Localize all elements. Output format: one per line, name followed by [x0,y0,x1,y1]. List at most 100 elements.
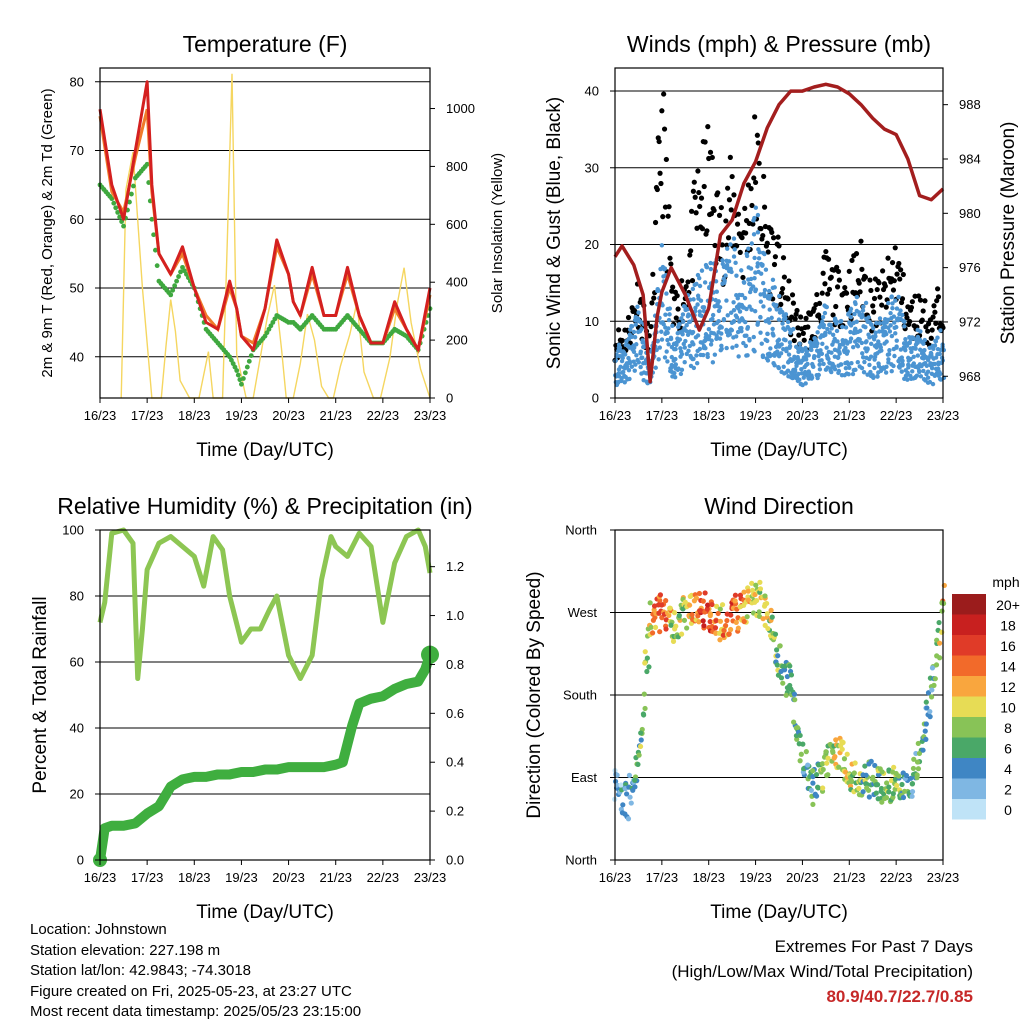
direction-point [641,712,647,718]
sonic-wind-point [739,316,745,321]
sonic-wind-point [660,303,665,308]
direction-point [890,790,896,797]
sonic-wind-point [863,300,869,306]
sonic-wind-point [835,354,841,360]
gust-point [909,299,915,305]
gust-point [897,276,903,282]
direction-point [625,816,632,822]
sonic-wind-point [719,343,724,349]
sonic-wind-point [903,347,908,353]
sonic-wind-point [733,260,738,266]
direction-point [937,655,943,661]
y-tick-label: 40 [70,721,84,736]
gust-point [750,221,756,227]
legend-swatch [952,655,986,676]
sonic-wind-point [853,326,858,331]
gust-point [654,186,660,193]
gust-point [871,295,878,302]
direction-point [820,785,826,791]
legend-label: 8 [1004,720,1012,736]
legend-swatch [952,799,986,820]
direction-point [632,784,638,790]
gust-point [828,274,834,280]
sonic-wind-point [734,343,739,349]
sonic-wind-point [797,341,802,347]
direction-point [839,746,845,752]
sonic-wind-point [777,293,782,299]
gust-point [876,280,882,286]
sonic-wind-point [757,249,762,255]
sonic-wind-point [780,321,785,326]
sonic-wind-point [659,337,665,342]
direction-point [668,622,674,628]
gust-point [896,260,902,267]
sonic-wind-point [765,358,771,363]
x-tick-label: 19/23 [225,870,258,885]
gust-point [904,315,910,321]
sonic-wind-point [734,315,740,320]
direction-point [909,793,915,799]
direction-point [819,761,826,767]
sonic-wind-point [691,365,697,371]
gust-point [776,243,782,249]
sonic-wind-point [873,330,878,335]
direction-point [836,764,842,770]
sonic-wind-point [914,373,920,378]
sonic-wind-point [617,345,623,350]
sonic-wind-point [725,246,730,251]
sonic-wind-point [683,338,688,344]
sonic-wind-point [743,319,748,325]
legend-label: 20+ [996,597,1020,613]
direction-point [775,653,781,659]
direction-point [886,784,892,790]
sonic-wind-point [885,317,891,323]
dewpoint-point [176,274,181,279]
gust-point [900,271,906,278]
sonic-wind-point [901,318,906,324]
y-tick-label: 80 [70,74,84,89]
sonic-wind-point [743,343,749,349]
direction-point [899,781,905,788]
gust-point [727,154,733,160]
legend-label: 0 [1004,802,1012,818]
plot-frame [99,529,431,861]
legend-label: 4 [1004,761,1012,777]
sonic-wind-point [884,331,889,337]
sonic-wind-point [796,371,801,377]
dewpoint-point [130,183,136,189]
sonic-wind-point [752,255,757,261]
sonic-wind-point [828,322,833,327]
x-tick-label: 23/23 [414,870,447,885]
sonic-wind-point [915,353,921,358]
sonic-wind-point [872,365,877,371]
direction-point [717,606,723,612]
legend-swatch [952,696,986,717]
y2-tick-label: 600 [446,217,468,232]
sonic-wind-point [781,364,786,369]
sonic-wind-point [857,337,862,342]
sonic-wind-point [849,360,854,366]
y-axis-label: 2m & 9m T (Red, Orange) & 2m Td (Green) [39,88,56,377]
sonic-wind-point [710,312,716,318]
gust-point [751,175,757,181]
sonic-wind-point [936,366,941,372]
gust-point [825,256,832,262]
direction-point [624,791,630,797]
legend-swatch [952,758,986,779]
sonic-wind-point [632,345,637,350]
sonic-wind-point [697,275,702,281]
gust-point [780,286,786,292]
sonic-wind-point [875,374,880,379]
direction-point [923,699,929,705]
gust-point [667,255,673,261]
direction-point [884,780,890,786]
gust-point [928,335,934,341]
sonic-wind-point [933,339,939,344]
sonic-wind-point [871,375,876,380]
sonic-wind-point [677,337,683,342]
direction-point [777,643,783,649]
y2-tick-label: 1.2 [446,559,464,574]
sonic-wind-point [867,362,872,368]
legend-swatch [952,737,986,758]
dewpoint-point [244,364,250,370]
